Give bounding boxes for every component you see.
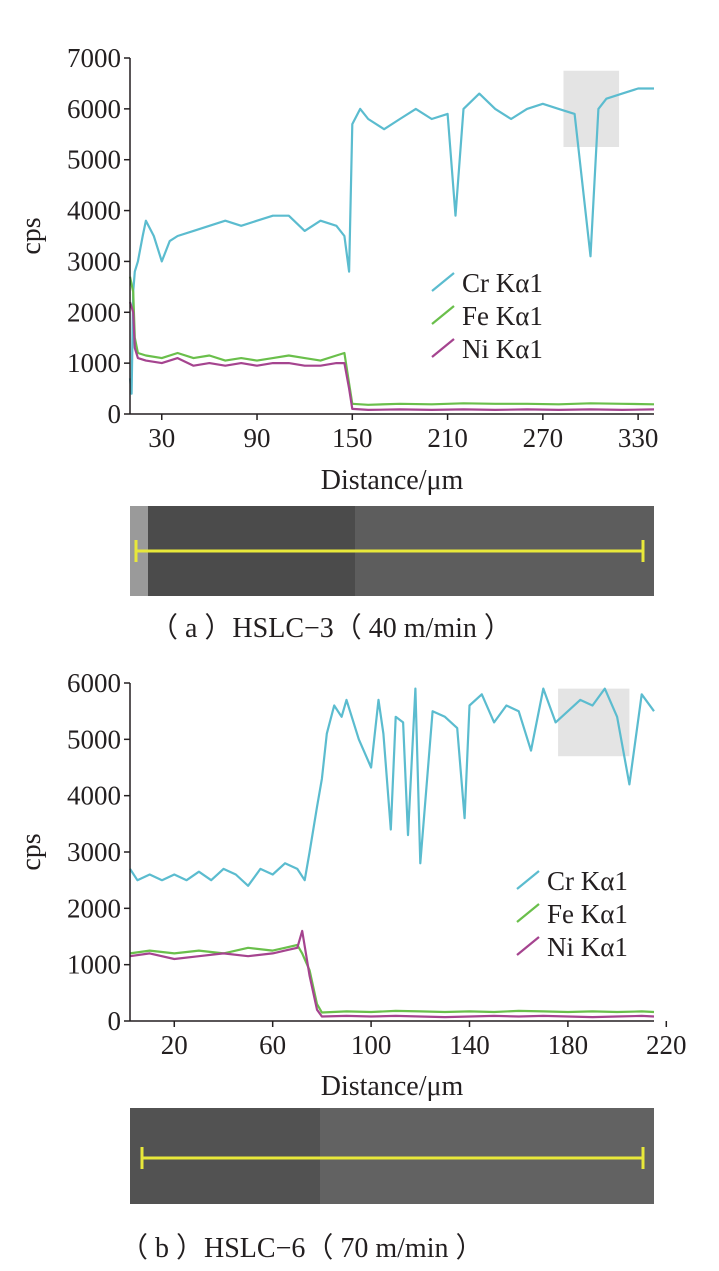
x-tick-label: 270 xyxy=(523,423,564,453)
chart-a: 0 1000 2000 3000 4000 5000 6000 7000 30 90 150 210 2… xyxy=(16,43,658,496)
x-tick-label: 30 xyxy=(148,423,175,453)
y-tick-label: 3000 xyxy=(67,246,121,276)
x-axis-label: Distance/μm xyxy=(321,465,464,496)
series-line-fe xyxy=(128,276,655,406)
x-tick-label: 100 xyxy=(351,1030,392,1060)
y-tick-label: 3000 xyxy=(67,837,121,867)
legend-swatch xyxy=(431,338,455,358)
sem-micrograph-a xyxy=(130,506,654,596)
y-tick-label: 5000 xyxy=(67,145,121,175)
legend-label: Fe Kα1 xyxy=(462,301,543,331)
chart-b: 0 1000 2000 3000 4000 5000 6000 20 60 100 140 180 22… xyxy=(16,668,687,1102)
y-tick-label: 4000 xyxy=(67,196,121,226)
legend-label: Ni Kα1 xyxy=(462,334,543,364)
legend-swatch xyxy=(431,305,455,325)
y-tick-label: 1000 xyxy=(67,348,121,378)
x-tick-label: 330 xyxy=(618,423,659,453)
legend-swatch xyxy=(516,936,540,956)
y-axis-label: cps xyxy=(16,217,47,254)
series-line-cr xyxy=(129,687,655,887)
legend-swatch xyxy=(516,903,540,923)
y-tick-label: 4000 xyxy=(67,781,121,811)
y-tick-label: 5000 xyxy=(67,724,121,754)
x-axis-label: Distance/μm xyxy=(321,1071,464,1102)
legend-swatch xyxy=(431,272,455,292)
x-tick-label: 180 xyxy=(548,1030,589,1060)
legend-label: Cr Kα1 xyxy=(462,268,543,298)
legend-label: Fe Kα1 xyxy=(547,899,628,929)
y-tick-label: 6000 xyxy=(67,94,121,124)
y-tick-label: 0 xyxy=(108,399,122,429)
legend-label: Ni Kα1 xyxy=(547,932,628,962)
x-tick-label: 60 xyxy=(259,1030,286,1060)
x-tick-label: 220 xyxy=(646,1030,687,1060)
caption-a: （ a ）HSLC−3（ 40 m/min ） xyxy=(150,613,512,644)
series-line-cr xyxy=(128,87,654,395)
x-tick-label: 140 xyxy=(449,1030,490,1060)
x-tick-label: 90 xyxy=(244,423,271,453)
y-tick-label: 1000 xyxy=(67,950,121,980)
x-tick-label: 20 xyxy=(161,1030,188,1060)
series-line-ni xyxy=(129,929,655,1019)
highlight-region xyxy=(563,70,620,147)
y-tick-label: 7000 xyxy=(67,43,121,73)
y-axis-label: cps xyxy=(16,833,47,870)
y-tick-label: 6000 xyxy=(67,668,121,698)
sem-micrograph-b xyxy=(130,1108,654,1204)
y-tick-label: 2000 xyxy=(67,893,121,923)
legend-swatch xyxy=(516,870,540,890)
caption-b: （ b ）HSLC−6（ 70 m/min ） xyxy=(120,1233,484,1264)
y-tick-label: 0 xyxy=(108,1006,122,1036)
x-tick-label: 210 xyxy=(427,423,468,453)
series-line-fe xyxy=(129,943,655,1014)
series-line-ni xyxy=(128,301,655,411)
legend-label: Cr Kα1 xyxy=(547,866,628,896)
x-tick-label: 150 xyxy=(332,423,373,453)
y-tick-label: 2000 xyxy=(67,297,121,327)
